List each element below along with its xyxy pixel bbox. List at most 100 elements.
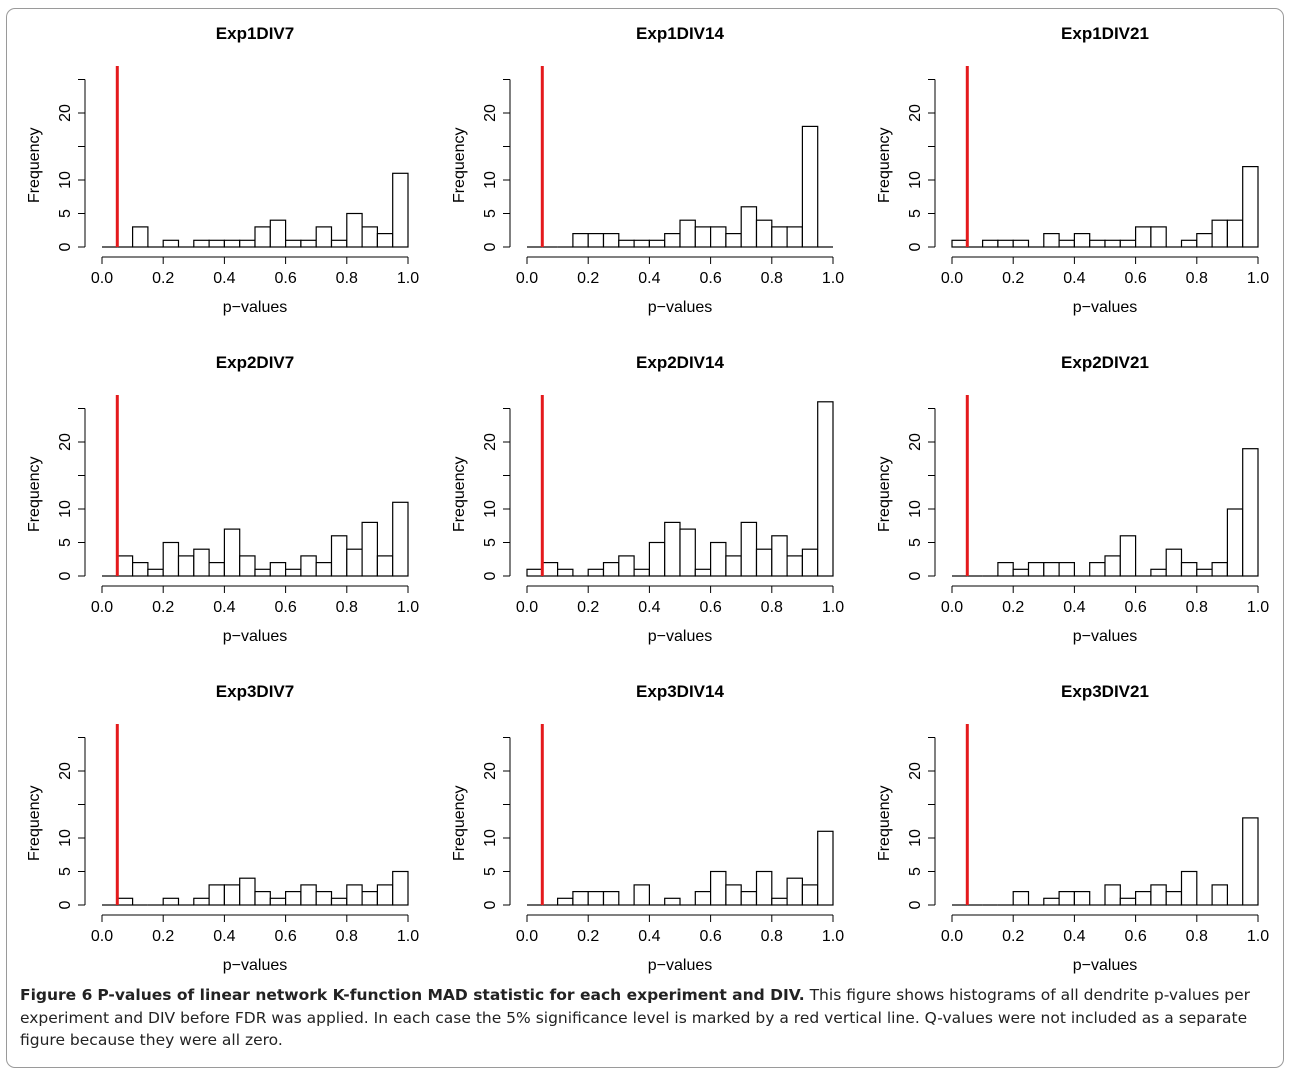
x-axis-label: p−values: [223, 957, 288, 974]
histogram-bar: [786, 877, 803, 906]
histogram-bar: [664, 521, 681, 577]
x-tick-label: 0.0: [516, 928, 538, 945]
x-tick-label: 0.6: [699, 599, 721, 616]
histogram-bar: [1119, 897, 1137, 906]
histogram-bar: [361, 890, 379, 906]
x-tick-label: 0.6: [274, 270, 296, 287]
histogram-bar: [786, 555, 803, 577]
x-tick-label: 0.2: [577, 928, 599, 945]
histogram-bar: [1012, 239, 1030, 248]
histogram-bar: [239, 877, 256, 906]
x-axis-label: p−values: [223, 299, 288, 316]
histogram-bar: [1012, 568, 1030, 577]
histogram-bar: [1242, 817, 1259, 906]
x-tick-label: 0.4: [213, 928, 235, 945]
histogram-bar: [633, 568, 650, 577]
histogram-bar: [755, 548, 773, 577]
histogram-bar: [1073, 233, 1091, 248]
histogram-bar: [633, 884, 650, 906]
histogram-bar: [392, 870, 409, 906]
y-tick-label: 0: [907, 900, 924, 909]
histogram-bar: [116, 555, 134, 577]
histogram-bar: [1226, 219, 1244, 248]
histogram-bar: [1119, 535, 1137, 577]
histogram-bar: [633, 239, 650, 248]
y-tick-label: 10: [907, 500, 924, 518]
histogram-bar: [1043, 233, 1060, 248]
x-tick-label: 1.0: [397, 928, 419, 945]
histogram-panel-8: Exp3DIV14 0.0 0.2 0.4 0.6 0.8 1.0 p−values 0 5 10 2…: [451, 682, 844, 974]
histogram-bar: [1165, 890, 1183, 906]
histogram-bar: [1027, 561, 1045, 577]
y-tick-label: 5: [57, 538, 74, 547]
histogram-panel-1: Exp1DIV7 0.0 0.2 0.4 0.6 0.8 1.0 p−values 0 5 10 20…: [26, 24, 419, 316]
y-tick-label: 10: [907, 171, 924, 189]
x-tick-label: 0.0: [941, 928, 963, 945]
histogram-bar: [239, 555, 256, 577]
y-tick-label: 5: [482, 867, 499, 876]
histogram-bar: [981, 239, 999, 248]
x-axis-label: p−values: [1073, 628, 1138, 645]
histogram-bar: [132, 226, 149, 248]
histogram-bar: [694, 890, 712, 906]
histogram-bar: [1165, 548, 1183, 577]
histogram-panel-7: Exp3DIV7 0.0 0.2 0.4 0.6 0.8 1.0 p−values 0 5 10 20…: [26, 682, 419, 974]
histogram-bar: [392, 501, 409, 577]
y-tick-label: 0: [57, 242, 74, 251]
y-tick-label: 20: [57, 762, 74, 780]
y-tick-label: 20: [907, 762, 924, 780]
x-tick-label: 0.0: [91, 270, 113, 287]
y-tick-label: 20: [907, 433, 924, 451]
histogram-bar: [1089, 239, 1106, 248]
histogram-bar: [740, 206, 758, 248]
histogram-bar: [679, 219, 696, 248]
histogram-bar: [572, 890, 589, 906]
y-tick-label: 5: [482, 209, 499, 218]
histogram-bar: [1058, 890, 1075, 906]
caption-label: Figure 6: [20, 986, 93, 1004]
histogram-bar: [1058, 239, 1075, 248]
y-tick-label: 5: [907, 209, 924, 218]
histogram-bar: [951, 239, 968, 248]
histogram-panel-4: Exp2DIV7 0.0 0.2 0.4 0.6 0.8 1.0 p−values 0 5 10 20…: [26, 353, 419, 645]
x-tick-label: 0.8: [761, 928, 783, 945]
panel-title: Exp1DIV7: [216, 24, 294, 43]
y-tick-label: 5: [907, 867, 924, 876]
x-tick-label: 0.8: [1186, 928, 1208, 945]
x-tick-label: 0.6: [699, 928, 721, 945]
histogram-bar: [1134, 890, 1152, 906]
x-tick-label: 0.6: [1124, 599, 1146, 616]
x-tick-label: 0.4: [1063, 270, 1085, 287]
histogram-bar: [709, 870, 727, 906]
histogram-bar: [801, 548, 819, 577]
histogram-bar: [376, 884, 394, 906]
histogram-bar: [1180, 870, 1198, 906]
y-tick-label: 10: [482, 500, 499, 518]
histogram-grid: Exp1DIV7 0.0 0.2 0.4 0.6 0.8 1.0 p−values 0 5 10 20…: [26, 24, 1269, 974]
x-axis-label: p−values: [1073, 957, 1138, 974]
histogram-bar: [1211, 561, 1228, 577]
y-tick-label: 10: [57, 829, 74, 847]
histogram-bar: [330, 535, 348, 577]
histogram-bar: [817, 401, 834, 577]
histogram-bar: [223, 528, 241, 577]
histogram-bar: [162, 541, 180, 577]
histogram-bar: [801, 125, 819, 248]
histogram-bar: [132, 561, 149, 577]
y-tick-label: 5: [57, 867, 74, 876]
y-tick-label: 10: [907, 829, 924, 847]
histogram-bar: [254, 890, 271, 906]
histogram-bar: [1196, 233, 1213, 248]
histogram-panel-5: Exp2DIV14 0.0 0.2 0.4 0.6 0.8 1.0 p−values 0 5 10 2…: [451, 353, 844, 645]
y-tick-label: 20: [57, 104, 74, 122]
x-tick-label: 0.8: [761, 270, 783, 287]
x-tick-label: 1.0: [397, 599, 419, 616]
y-tick-label: 5: [57, 209, 74, 218]
x-tick-label: 1.0: [822, 928, 844, 945]
histogram-bar: [346, 884, 363, 906]
histogram-bar: [1242, 448, 1259, 577]
x-tick-label: 0.4: [213, 270, 235, 287]
histogram-bar: [587, 568, 605, 577]
x-tick-label: 0.8: [336, 928, 358, 945]
histogram-bar: [300, 555, 317, 577]
